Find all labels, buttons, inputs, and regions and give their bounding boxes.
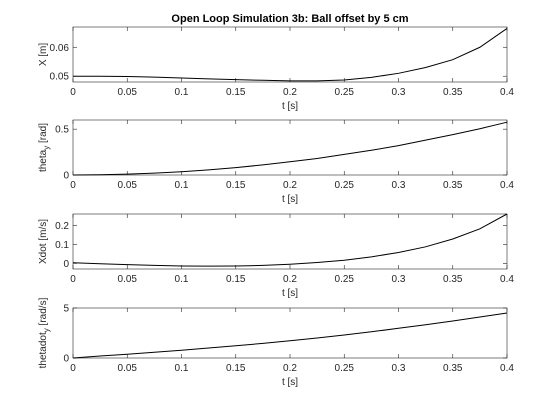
x-tick-label: 0.35 — [443, 363, 463, 374]
x-tick-label: 0.25 — [335, 87, 355, 98]
x-tick-label: 0.4 — [500, 87, 514, 98]
x-tick-label: 0.4 — [500, 363, 514, 374]
y-axis-label: thetay [rad] — [38, 123, 51, 172]
y-tick-label: 0.2 — [55, 221, 69, 232]
x-tick-label: 0.25 — [335, 180, 355, 191]
x-axis-label: t [s] — [282, 101, 298, 112]
x-tick-label: 0.3 — [392, 274, 406, 285]
y-tick-label: 5 — [63, 304, 69, 315]
x-tick-label: 0.35 — [443, 274, 463, 285]
x-tick-label: 0 — [70, 87, 76, 98]
y-tick-label: 0.5 — [55, 125, 69, 136]
x-tick-label: 0.2 — [283, 363, 297, 374]
data-line — [72, 28, 508, 82]
data-line — [72, 312, 508, 359]
y-label-subscript: y — [42, 146, 51, 150]
y-tick-label: 0.06 — [50, 43, 70, 54]
axes-box — [72, 119, 508, 176]
axes-box — [72, 213, 508, 270]
x-tick-label: 0.1 — [175, 363, 189, 374]
y-tick-label: 0 — [63, 259, 69, 270]
x-tick-label: 0.15 — [226, 274, 246, 285]
x-tick-label: 0.25 — [335, 274, 355, 285]
data-line — [72, 121, 508, 176]
y-label-base: thetadot — [38, 332, 49, 368]
x-tick-label: 0.05 — [118, 363, 138, 374]
y-tick-label: 0 — [63, 171, 69, 182]
x-tick-label: 0.2 — [283, 87, 297, 98]
y-tick-label: 0.05 — [50, 72, 70, 83]
x-tick-label: 0.3 — [392, 180, 406, 191]
x-tick-label: 0.15 — [226, 180, 246, 191]
data-line — [72, 213, 508, 267]
x-tick-label: 0.4 — [500, 180, 514, 191]
axes-box — [72, 26, 508, 83]
y-axis-label: thetadoty [rad/s] — [38, 297, 51, 368]
x-tick-label: 0.35 — [443, 180, 463, 191]
y-label-subscript: y — [42, 328, 51, 332]
x-tick-label: 0.4 — [500, 274, 514, 285]
x-tick-label: 0 — [70, 363, 76, 374]
x-tick-label: 0.2 — [283, 274, 297, 285]
axes-box — [72, 307, 508, 359]
x-tick-label: 0.25 — [335, 363, 355, 374]
x-axis-label: t [s] — [282, 288, 298, 299]
y-axis-label: Xdot [m/s] — [38, 219, 49, 264]
x-tick-label: 0.3 — [392, 87, 406, 98]
x-tick-label: 0.35 — [443, 87, 463, 98]
x-tick-label: 0.1 — [175, 274, 189, 285]
x-tick-label: 0 — [70, 274, 76, 285]
x-tick-label: 0.05 — [118, 180, 138, 191]
y-label-base: theta — [38, 149, 49, 172]
x-tick-label: 0.1 — [175, 180, 189, 191]
x-tick-label: 0.05 — [118, 274, 138, 285]
y-label-rest: [rad] — [38, 123, 49, 146]
x-tick-label: 0 — [70, 180, 76, 191]
x-tick-label: 0.2 — [283, 180, 297, 191]
y-tick-label: 0.1 — [55, 240, 69, 251]
x-axis-label: t [s] — [282, 194, 298, 205]
x-axis-label: t [s] — [282, 377, 298, 388]
y-label-rest: [rad/s] — [38, 297, 49, 328]
x-tick-label: 0.05 — [118, 87, 138, 98]
x-tick-label: 0.15 — [226, 87, 246, 98]
x-tick-label: 0.3 — [392, 363, 406, 374]
y-axis-label: X [m] — [38, 43, 49, 67]
x-tick-label: 0.1 — [175, 87, 189, 98]
y-tick-label: 0 — [63, 354, 69, 365]
chart-title: Open Loop Simulation 3b: Ball offset by … — [171, 13, 408, 25]
x-tick-label: 0.15 — [226, 363, 246, 374]
